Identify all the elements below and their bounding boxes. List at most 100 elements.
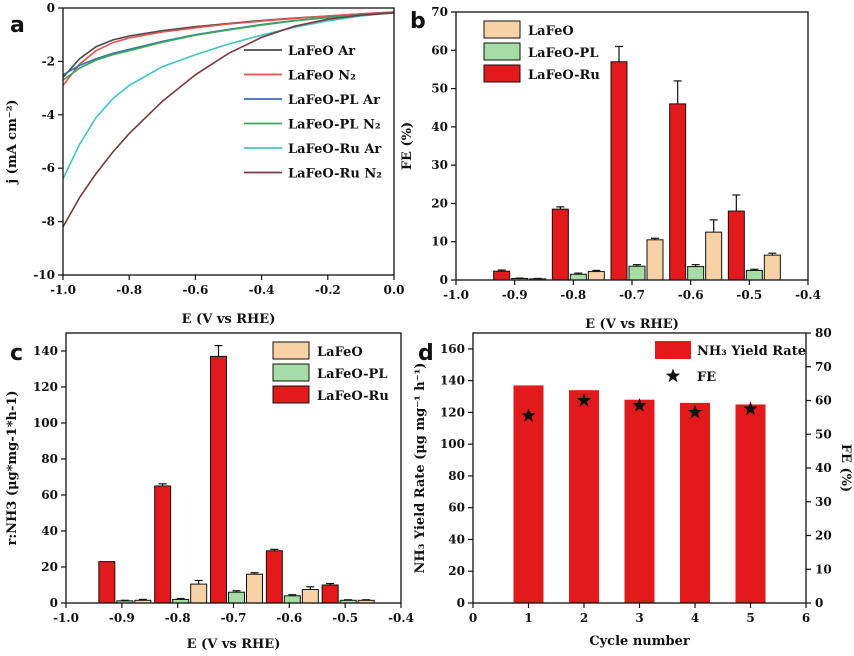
legend-label: LaFeO N₂ (288, 69, 356, 84)
fe-star-point (632, 398, 647, 412)
y-tick-label: 0 (440, 273, 448, 287)
y2-tick-label: 60 (815, 394, 832, 408)
x-tick-label: -0.6 (276, 611, 302, 625)
x-tick-label: 2 (580, 611, 588, 625)
y2-tick-label: 10 (815, 562, 832, 576)
x-tick-label: 0 (469, 611, 477, 625)
legend-swatch (272, 385, 310, 404)
legend-label: LaFeO-Ru (317, 389, 389, 404)
x-tick-label: -0.6 (182, 283, 208, 297)
series-line-lafeo-n2 (62, 11, 395, 86)
legend-swatch (483, 64, 521, 83)
bar-lafeo (763, 254, 781, 281)
bar-lafeo (246, 573, 263, 604)
panel-letter: b (410, 9, 426, 34)
x-tick-label: -0.4 (795, 288, 821, 302)
bar-lafeo-ru (265, 550, 283, 604)
panel-letter: a (10, 13, 25, 38)
fe-star-point (743, 401, 758, 415)
x-tick-label: 5 (746, 611, 754, 625)
legend-label: LaFeO-PL N₂ (288, 118, 381, 133)
y-tick-label: 140 (33, 344, 58, 358)
y-tick-label: -6 (42, 161, 55, 175)
y-tick-label: 0 (50, 596, 58, 610)
bar-lafeo-ru (610, 61, 628, 281)
y2-tick-label: 30 (815, 495, 832, 509)
y-tick-label: 30 (431, 158, 448, 172)
legend-swatch (483, 42, 521, 61)
x-tick-label: -0.8 (560, 288, 586, 302)
bar-yield-rate (624, 399, 655, 603)
bar-lafeo-ru (551, 208, 569, 281)
bar-lafeo-ru (98, 561, 116, 604)
y-tick-label: 0 (47, 1, 55, 15)
fe-star-point (687, 404, 703, 419)
y-tick-label: -10 (33, 268, 55, 282)
bar-lafeo (705, 231, 723, 281)
legend-label: LaFeO (317, 345, 363, 360)
y-tick-label: 20 (431, 196, 448, 210)
legend-label: LaFeO (528, 24, 574, 39)
y-tick-label: 40 (431, 120, 448, 134)
x-tick-label: -1.0 (53, 611, 79, 625)
bar-yield-rate (513, 385, 544, 603)
x-tick-label: 0.0 (384, 283, 405, 297)
x-tick-label: -0.2 (315, 283, 341, 297)
series-line-lafeo-pl-n2 (62, 12, 395, 81)
y2-tick-label: 40 (815, 461, 832, 475)
y-axis-label: r:NH3 (μg*mg-1*h-1) (5, 390, 20, 545)
y-tick-label: 20 (448, 564, 465, 578)
bar-lafeo-ru (321, 584, 339, 604)
legend-swatch (272, 341, 310, 360)
legend-swatch (272, 363, 310, 382)
y-tick-label: 60 (431, 43, 448, 57)
bar-lafeo-pl (628, 265, 646, 281)
x-tick-label: -1.0 (443, 288, 469, 302)
y-axis-label: NH₃ Yield Rate (μg mg⁻¹ h⁻¹) (413, 363, 428, 574)
series-line-lafeo-ru-n2 (62, 12, 395, 228)
legend-label: LaFeO-PL (317, 367, 387, 382)
panel-a: -1.0 -0.8 -0.6 -0.4 -0.2 0.0 0 -2 -4 -6 -8 -10 E (V … (5, 1, 404, 327)
x-tick-label: 4 (691, 611, 699, 625)
legend-swatch (655, 341, 691, 359)
fe-star-point (576, 393, 592, 407)
bar-lafeo-pl (569, 273, 587, 281)
bar-lafeo (190, 583, 208, 604)
bar-yield-rate (569, 390, 599, 603)
y-tick-label: 0 (457, 596, 465, 610)
x-tick-label: -0.4 (249, 283, 275, 297)
legend-label: LaFeO-Ru (528, 68, 600, 83)
x-tick-label: -0.5 (332, 611, 358, 625)
x-tick-label: -0.4 (388, 611, 414, 625)
x-axis-label: E (V vs RHE) (585, 317, 679, 332)
fe-star-point (521, 408, 536, 422)
bar-lafeo-ru (154, 485, 172, 604)
legend-label: LaFeO-PL Ar (288, 93, 380, 108)
panel-d: 0 1 2 3 4 5 6020406080100120140160010203040506… (413, 326, 853, 649)
y2-tick-label: 70 (815, 360, 832, 374)
panel-b: -1.0 -0.9 -0.8 -0.7 -0.6 -0.5 -0.4 0 10 20 30 40 50 6… (400, 5, 821, 332)
bar-lafeo (301, 589, 319, 604)
x-tick-label: -0.9 (109, 611, 135, 625)
legend-label: LaFeO-PL (528, 46, 598, 61)
bar-lafeo-pl (228, 591, 245, 604)
panel-c: -1.0 -0.9 -0.8 -0.7 -0.6 -0.5 -0.4 0 20 40 60 80 100… (5, 332, 414, 652)
x-tick-label: -0.7 (619, 288, 645, 302)
bar-lafeo-ru (210, 355, 227, 604)
x-tick-label: -0.7 (221, 611, 247, 625)
x-axis-label: E (V vs RHE) (187, 637, 281, 652)
y-tick-label: 120 (440, 405, 465, 419)
y-tick-label: 50 (431, 82, 448, 96)
bar-yield-rate (735, 404, 766, 603)
y2-tick-label: 0 (815, 596, 823, 610)
y2-tick-label: 80 (815, 326, 832, 340)
x-tick-label: -0.8 (165, 611, 191, 625)
bar-lafeo-pl (745, 269, 763, 281)
y-tick-label: 10 (431, 235, 448, 249)
y-tick-label: 100 (33, 416, 58, 430)
y-axis-label: j (mA cm⁻²) (5, 99, 20, 184)
x-tick-label: 3 (635, 611, 643, 625)
series-line-lafeo-ru-ar (62, 12, 395, 180)
y-tick-label: -8 (42, 215, 55, 229)
